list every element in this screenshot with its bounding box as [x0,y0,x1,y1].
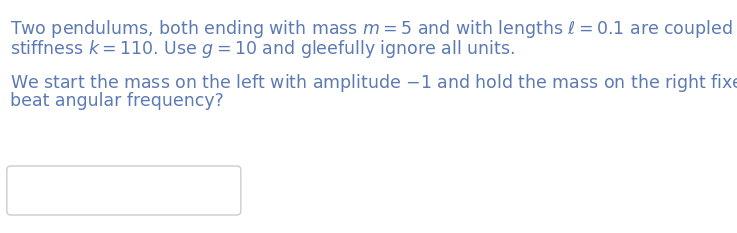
Text: We start the mass on the left with amplitude $-1$ and hold the mass on the right: We start the mass on the left with ampli… [10,72,737,94]
FancyBboxPatch shape [7,166,241,215]
Text: beat angular frequency?: beat angular frequency? [10,92,224,110]
Text: stiffness $k = 110$. Use $g = 10$ and gleefully ignore all units.: stiffness $k = 110$. Use $g = 10$ and gl… [10,38,515,60]
Text: Two pendulums, both ending with mass $m = 5$ and with lengths $\ell = 0.1$ are c: Two pendulums, both ending with mass $m … [10,18,737,40]
